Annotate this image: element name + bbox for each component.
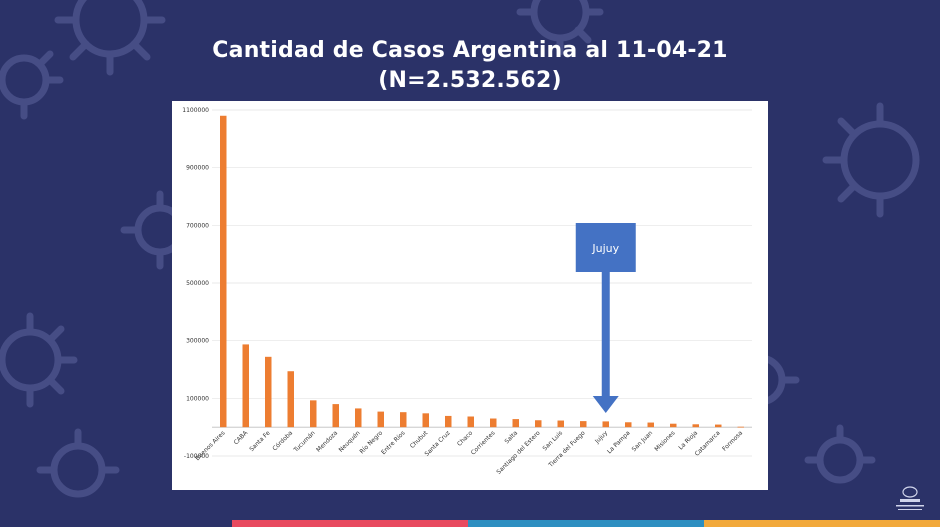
- x-tick-label: Misiones: [653, 430, 676, 453]
- y-tick-label: 300000: [186, 338, 209, 345]
- chart-card: 1100000 900000 700000 500000 300000 100000 -10…: [172, 101, 768, 490]
- bar: [715, 424, 722, 428]
- bar: [490, 418, 497, 428]
- page-title: Cantidad de Casos Argentina al 11-04-21 …: [0, 36, 940, 96]
- x-tick-label: Santa Fe: [248, 429, 272, 453]
- bar-chart: 1100000 900000 700000 500000 300000 100000 -10…: [182, 107, 752, 476]
- bar: [287, 371, 294, 428]
- x-tick-label: San Luis: [542, 430, 565, 453]
- annotation-label: Jujuy: [591, 242, 619, 255]
- bar: [737, 426, 744, 428]
- bar: [602, 421, 609, 428]
- y-tick-label: 1100000: [182, 107, 209, 114]
- bar: [535, 420, 542, 428]
- bar: [242, 344, 249, 428]
- title-line-2: (N=2.532.562): [378, 68, 562, 93]
- stripe-segment: [468, 520, 704, 527]
- institution-logo: [888, 484, 932, 514]
- stripe-segment: [232, 520, 468, 527]
- logo-emblem-icon: [896, 486, 924, 510]
- y-tick-label: 500000: [186, 280, 209, 287]
- y-tick-label: -100000: [184, 453, 209, 460]
- bar: [692, 424, 699, 428]
- bar: [377, 411, 384, 428]
- x-tick-label: La Rioja: [677, 429, 699, 451]
- bar: [355, 408, 362, 428]
- bar: [625, 422, 632, 428]
- x-tick-label: Entre Ríos: [380, 430, 407, 457]
- bar: [220, 115, 227, 428]
- x-tick-label: Santiago del Estero: [495, 429, 541, 475]
- bar: [557, 420, 564, 428]
- x-tick-label: CABA: [233, 429, 250, 446]
- bar: [310, 400, 317, 428]
- bar: [467, 416, 474, 428]
- annotation-box: [575, 223, 636, 272]
- x-tick-label: Mendoza: [315, 429, 339, 453]
- x-tick-label: Formosa: [721, 429, 744, 452]
- y-tick-label: 900000: [186, 165, 209, 172]
- x-tick-label: Buenos Aires: [194, 430, 227, 463]
- bar: [445, 415, 452, 428]
- bar: [670, 423, 677, 428]
- x-tick-label: Chaco: [456, 429, 474, 447]
- x-tick-label: La Pampa: [606, 429, 632, 455]
- x-tick-label: Córdoba: [271, 429, 294, 452]
- bottom-color-stripe: [232, 520, 940, 527]
- x-tick-label: Corrientes: [470, 430, 497, 457]
- bar: [332, 404, 339, 428]
- bar: [265, 356, 272, 428]
- stripe-segment: [704, 520, 940, 527]
- bar: [422, 413, 429, 428]
- y-tick-label: 700000: [186, 222, 209, 229]
- title-line-1: Cantidad de Casos Argentina al 11-04-21: [212, 38, 728, 63]
- bar: [400, 412, 407, 428]
- bar: [512, 419, 519, 428]
- bar: [647, 422, 654, 428]
- x-tick-label: San Juan: [631, 429, 655, 453]
- x-tick-label: Chubut: [409, 429, 430, 450]
- bar: [580, 421, 587, 428]
- annotation-arrow-head: [592, 396, 619, 413]
- x-tick-label: Tucumán: [292, 429, 317, 454]
- x-tick-label: Salta: [503, 429, 519, 445]
- y-tick-label: 100000: [186, 395, 209, 402]
- x-tick-label: Jujuy: [593, 429, 609, 445]
- annotation-arrow-shaft: [601, 272, 610, 396]
